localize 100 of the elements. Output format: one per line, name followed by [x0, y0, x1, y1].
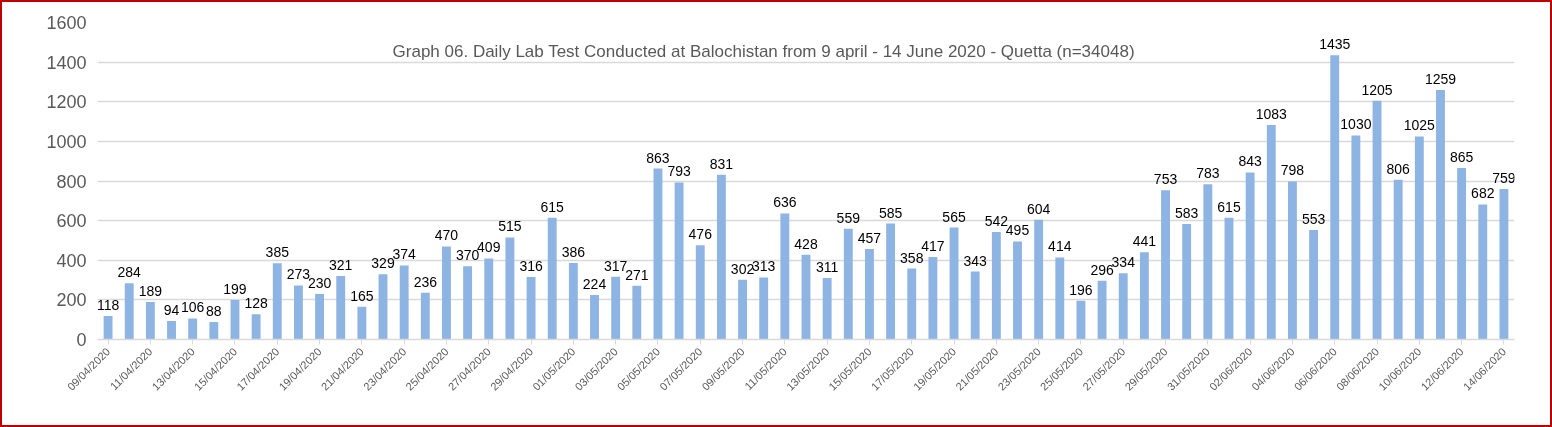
data-label: 1025: [1403, 117, 1436, 134]
bar: [611, 276, 621, 340]
bar: [251, 314, 261, 340]
bar: [547, 217, 557, 340]
data-label: 316: [519, 257, 543, 274]
data-label: 88: [206, 303, 222, 320]
data-label: 793: [667, 163, 691, 180]
bar: [970, 271, 980, 340]
bar: [1414, 136, 1424, 340]
data-label: 1259: [1424, 71, 1457, 88]
data-label: 271: [625, 266, 649, 283]
bar: [632, 285, 642, 340]
data-label: 759: [1492, 170, 1516, 187]
bar: [1436, 90, 1445, 340]
bar: [336, 275, 346, 340]
bar: [463, 266, 473, 340]
bar: [1034, 219, 1044, 340]
data-label: 604: [1026, 200, 1051, 217]
data-label: 414: [1048, 238, 1072, 255]
data-label: 128: [244, 295, 269, 312]
data-label: 863: [646, 149, 670, 166]
bar: [124, 283, 134, 340]
data-label: 565: [942, 208, 966, 225]
bar: [590, 295, 599, 340]
data-label: 798: [1280, 162, 1305, 179]
data-label: 94: [163, 301, 180, 318]
data-label: 470: [434, 227, 459, 244]
bar: [1076, 300, 1086, 340]
y-tick-label: 1200: [46, 92, 87, 113]
bar: [822, 277, 832, 340]
bar: [1245, 172, 1255, 340]
bar: [293, 285, 303, 340]
data-label: 753: [1153, 171, 1178, 188]
bar: [188, 318, 198, 340]
data-label: 199: [223, 281, 247, 298]
data-label: 865: [1449, 149, 1474, 166]
bar: [272, 263, 282, 340]
bar: [1457, 168, 1467, 340]
bar: [167, 320, 176, 340]
bar: [315, 293, 325, 340]
y-tick-label: 1400: [46, 52, 87, 73]
data-label: 553: [1301, 210, 1326, 227]
bar: [209, 322, 219, 340]
y-tick-label: 800: [56, 171, 87, 192]
y-tick-label: 400: [56, 250, 87, 271]
data-label: 196: [1069, 281, 1093, 298]
y-tick-label: 200: [56, 290, 87, 311]
bar: [780, 213, 790, 340]
bar: [1351, 135, 1361, 340]
data-label: 806: [1386, 160, 1411, 177]
bar: [442, 246, 451, 340]
data-label: 284: [117, 264, 142, 281]
bar: [1013, 241, 1022, 340]
bar: [103, 316, 113, 340]
bar: [505, 237, 515, 340]
bar: [1203, 184, 1213, 340]
data-label: 441: [1132, 233, 1157, 250]
data-label: 386: [561, 244, 586, 261]
bar: [1097, 280, 1107, 340]
y-tick-label: 0: [76, 330, 87, 350]
bar: [1372, 100, 1382, 340]
bar: [1266, 124, 1276, 340]
data-label: 428: [794, 235, 818, 252]
text: Graph 06. Daily Lab Test Conducted at Balochistan from 9 april - 14 June 2020 - Quetta (n=34048): [392, 41, 1135, 61]
bar: [674, 182, 684, 340]
bar: [1182, 223, 1192, 340]
data-label: 311: [815, 258, 839, 275]
data-label: 636: [773, 194, 797, 211]
data-label: 118: [96, 297, 120, 314]
data-label: 615: [540, 198, 565, 215]
data-label: 1205: [1361, 81, 1393, 98]
bar: [991, 232, 1001, 340]
bar: [759, 277, 769, 340]
bar: [357, 306, 367, 340]
data-label: 583: [1175, 204, 1199, 221]
data-label: 682: [1471, 185, 1495, 202]
data-label: 165: [350, 287, 374, 304]
data-label: 585: [878, 204, 903, 221]
data-label: 321: [329, 256, 353, 273]
data-label: 457: [857, 229, 882, 246]
data-label: 1083: [1255, 105, 1288, 122]
bar: [907, 268, 917, 340]
bar: [1161, 190, 1170, 340]
bar: [886, 223, 896, 340]
data-label: 106: [180, 299, 205, 316]
bar: [145, 302, 155, 340]
bar: [1478, 204, 1488, 340]
data-label: 615: [1217, 198, 1241, 215]
bar: [526, 276, 536, 340]
data-label: 385: [265, 244, 290, 261]
bar: [738, 279, 747, 340]
y-tick-label: 600: [56, 211, 87, 232]
bar: [653, 168, 663, 340]
data-label: 189: [138, 283, 163, 300]
bar: [1309, 229, 1319, 340]
data-label: 495: [1005, 222, 1030, 239]
bar: [1118, 273, 1128, 340]
bar: [1393, 179, 1403, 340]
bar: [568, 263, 578, 340]
bar: [420, 292, 430, 340]
